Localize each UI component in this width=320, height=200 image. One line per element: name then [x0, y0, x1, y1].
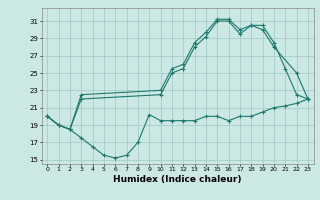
- X-axis label: Humidex (Indice chaleur): Humidex (Indice chaleur): [113, 175, 242, 184]
